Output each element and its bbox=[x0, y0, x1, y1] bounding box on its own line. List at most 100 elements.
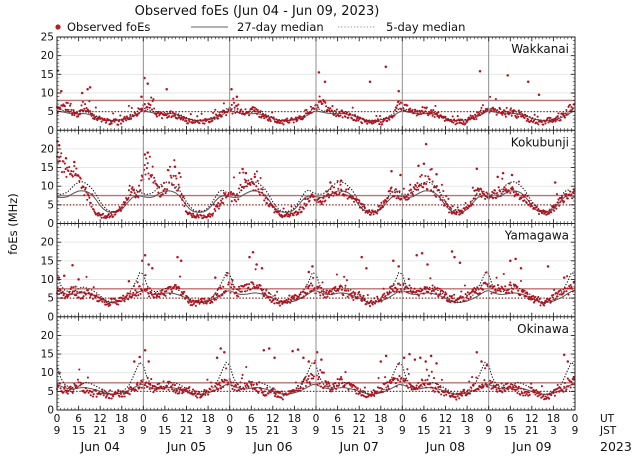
observed-spike-dot bbox=[426, 263, 429, 266]
x-tick-label-ut: 18 bbox=[115, 413, 128, 425]
y-tick-label: 0 bbox=[47, 218, 54, 230]
y-tick-label: 0 bbox=[47, 125, 54, 137]
observed-spike-dot bbox=[424, 142, 428, 146]
observed-spike-dot bbox=[146, 82, 149, 85]
observed-spike-dot bbox=[506, 74, 509, 77]
observed-spike-dot bbox=[384, 354, 388, 358]
observed-spike-dot bbox=[140, 95, 143, 98]
y-tick-label: 0 bbox=[47, 311, 54, 323]
y-tick-label: 5 bbox=[47, 106, 54, 118]
observed-spike-dot bbox=[379, 360, 383, 363]
y-tick-label: 20 bbox=[41, 50, 54, 62]
observed-spike-dot bbox=[73, 160, 76, 164]
observed-spike-dot bbox=[537, 93, 541, 97]
observed-spike-dot bbox=[147, 263, 150, 266]
x-tick-label-jst: 21 bbox=[439, 425, 452, 437]
observed-spike-dot bbox=[64, 156, 68, 160]
observed-spike-dot bbox=[368, 80, 372, 84]
observed-spike-dot bbox=[562, 276, 566, 279]
y-tick-label: 15 bbox=[41, 69, 54, 81]
x-tick-label-ut: 12 bbox=[525, 413, 538, 425]
y-tick-label: 5 bbox=[47, 293, 54, 305]
observed-spike-dot bbox=[62, 274, 66, 277]
x-tick-label-jst: 9 bbox=[572, 425, 579, 437]
observed-spike-dot bbox=[397, 265, 400, 268]
observed-spike-dot bbox=[267, 347, 271, 350]
day-label: Jun 09 bbox=[511, 439, 551, 454]
observed-spike-dot bbox=[173, 165, 177, 169]
observed-spike-dot bbox=[415, 253, 418, 257]
x-tick-label-jst: 9 bbox=[226, 425, 233, 437]
day-label: Jun 08 bbox=[425, 439, 465, 454]
x-tick-label-jst: 21 bbox=[180, 425, 193, 437]
observed-spike-dot bbox=[251, 250, 255, 254]
observed-spike-dot bbox=[253, 175, 257, 179]
x-tick-label-jst: 9 bbox=[485, 425, 492, 437]
observed-dot-icon bbox=[55, 24, 61, 30]
x-tick-label-jst: 15 bbox=[245, 425, 258, 437]
y-tick-label: 10 bbox=[41, 87, 54, 99]
x-tick-label-jst: 3 bbox=[118, 425, 125, 437]
y-tick-label: 5 bbox=[47, 199, 54, 211]
y-tick-label: 5 bbox=[47, 386, 54, 398]
observed-spike-dot bbox=[408, 352, 411, 356]
observed-spike-dot bbox=[311, 265, 314, 268]
observed-spike-dot bbox=[480, 360, 483, 363]
station-label: Kokubunji bbox=[511, 135, 569, 149]
x-tick-label-jst: 21 bbox=[93, 425, 106, 437]
x-tick-label-ut: 18 bbox=[288, 413, 301, 425]
x-tick-label-ut: 18 bbox=[374, 413, 387, 425]
observed-spike-dot bbox=[478, 70, 482, 73]
observed-spike-dot bbox=[248, 255, 251, 259]
observed-spike-dot bbox=[307, 360, 311, 363]
observed-spike-dot bbox=[146, 151, 149, 154]
observed-spike-dot bbox=[143, 349, 147, 352]
y-tick-label: 15 bbox=[41, 349, 54, 361]
day-label: Jun 06 bbox=[252, 439, 292, 454]
x-tick-label-jst: 9 bbox=[140, 425, 147, 437]
observed-spike-dot bbox=[453, 255, 456, 259]
observed-spike-dot bbox=[562, 353, 566, 357]
observed-spike-dot bbox=[429, 354, 433, 358]
observed-spike-dot bbox=[509, 259, 512, 263]
x-tick-label-ut: 18 bbox=[201, 413, 214, 425]
x-tick-label-jst: 9 bbox=[399, 425, 406, 437]
ut-row-label: UT bbox=[600, 413, 615, 425]
x-tick-label-ut: 6 bbox=[507, 413, 514, 425]
axis-corner-labels: UT JST 2023 bbox=[599, 413, 632, 454]
observed-spike-dot bbox=[365, 267, 368, 270]
observed-spike-dot bbox=[546, 265, 550, 268]
x-tick-label-ut: 6 bbox=[421, 413, 428, 425]
y-tick-label: 10 bbox=[41, 181, 54, 193]
observed-spike-dot bbox=[510, 173, 514, 177]
x-tick-label-jst: 15 bbox=[504, 425, 517, 437]
x-tick-label-jst: 15 bbox=[72, 425, 85, 437]
observed-spike-dot bbox=[88, 86, 92, 89]
legend-observed-label: Observed foEs bbox=[67, 20, 150, 34]
observed-spike-dot bbox=[178, 171, 181, 175]
x-tick-label-ut: 0 bbox=[54, 413, 61, 425]
observed-dots bbox=[55, 65, 576, 126]
observed-spike-dot bbox=[475, 350, 479, 354]
observed-spike-dot bbox=[422, 162, 426, 166]
observed-spike-dot bbox=[241, 167, 244, 171]
observed-spike-dot bbox=[215, 356, 219, 360]
legend-27day-label: 27-day median bbox=[237, 20, 324, 34]
observed-spike-dot bbox=[419, 356, 422, 360]
year-label: 2023 bbox=[600, 439, 632, 454]
x-tick-label-ut: 12 bbox=[266, 413, 279, 425]
observed-spike-dot bbox=[147, 360, 150, 363]
observed-spike-dot bbox=[485, 363, 489, 367]
y-tick-label: 20 bbox=[41, 237, 54, 249]
x-tick-label-ut: 6 bbox=[162, 413, 169, 425]
x-tick-label-jst: 15 bbox=[331, 425, 344, 437]
y-tick-label: 20 bbox=[41, 330, 54, 342]
day-label: Jun 04 bbox=[79, 439, 119, 454]
x-tick-label-ut: 12 bbox=[93, 413, 106, 425]
major-ticks bbox=[56, 36, 576, 411]
observed-dots bbox=[55, 140, 576, 220]
observed-spike-dot bbox=[329, 181, 332, 184]
observed-spike-dot bbox=[176, 255, 179, 259]
observed-spike-dot bbox=[501, 171, 505, 175]
